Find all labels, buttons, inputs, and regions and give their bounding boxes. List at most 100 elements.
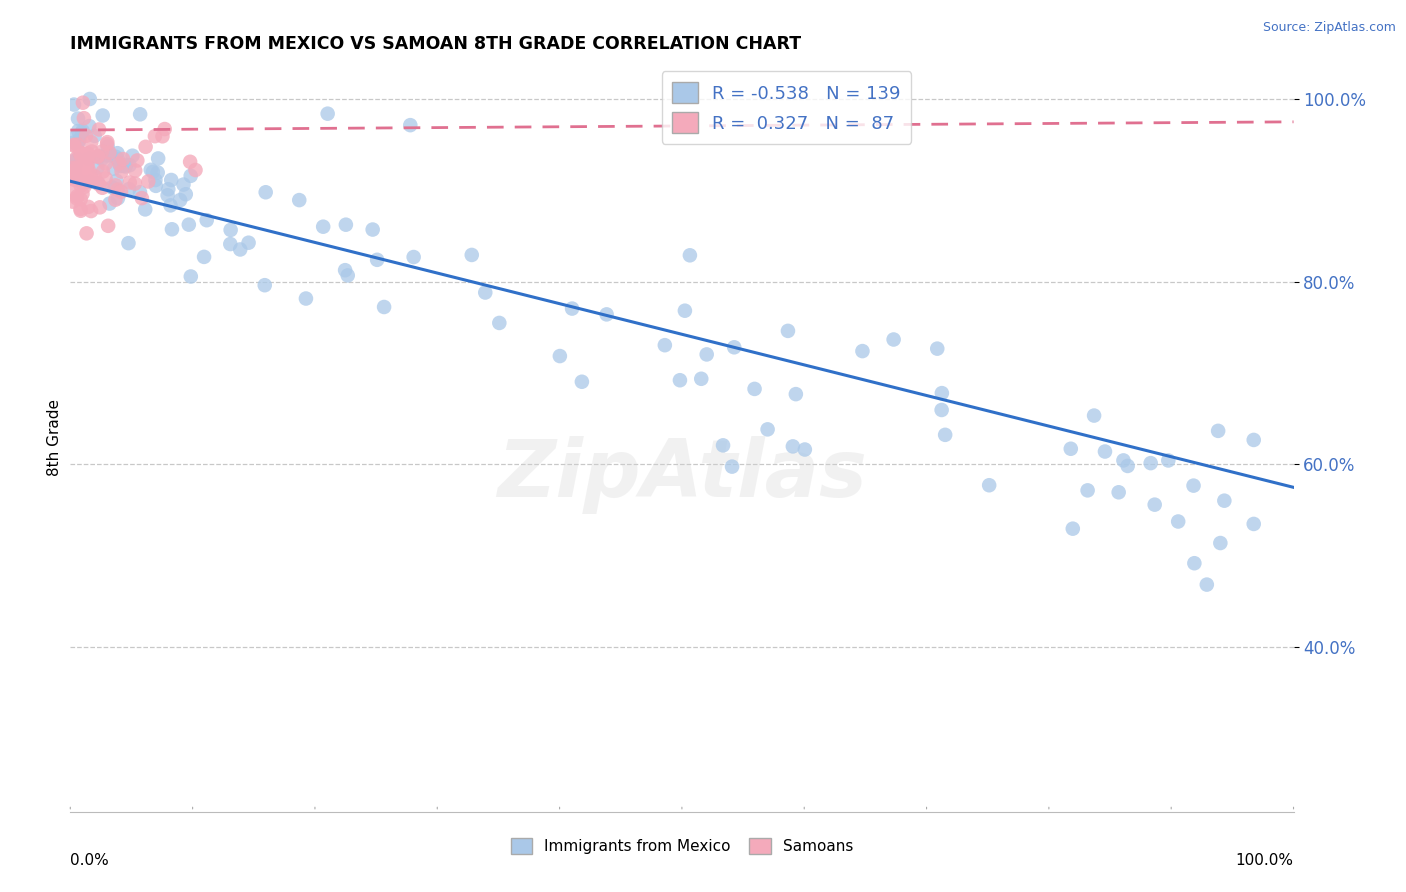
Point bbox=[180, 269, 202, 284]
Point bbox=[117, 236, 139, 251]
Point bbox=[142, 165, 165, 179]
Point bbox=[336, 268, 359, 283]
Point bbox=[157, 182, 180, 196]
Point bbox=[103, 161, 125, 176]
Point bbox=[1108, 485, 1130, 500]
Text: 0.0%: 0.0% bbox=[70, 853, 110, 868]
Point bbox=[288, 193, 311, 207]
Point bbox=[66, 152, 89, 166]
Point bbox=[114, 160, 136, 174]
Point bbox=[63, 162, 86, 177]
Point bbox=[96, 135, 118, 149]
Point bbox=[180, 169, 202, 183]
Point bbox=[79, 169, 101, 183]
Point bbox=[1143, 498, 1166, 512]
Point bbox=[134, 202, 156, 217]
Text: ZipAtlas: ZipAtlas bbox=[496, 435, 868, 514]
Point bbox=[66, 191, 89, 205]
Text: Source: ZipAtlas.com: Source: ZipAtlas.com bbox=[1263, 21, 1396, 34]
Point bbox=[101, 180, 124, 194]
Point bbox=[129, 185, 152, 199]
Point bbox=[124, 177, 146, 191]
Point bbox=[66, 189, 89, 203]
Point bbox=[776, 324, 799, 338]
Point bbox=[295, 292, 318, 306]
Point bbox=[121, 149, 143, 163]
Point bbox=[62, 164, 84, 178]
Point bbox=[135, 140, 157, 154]
Point bbox=[62, 161, 84, 175]
Point bbox=[107, 191, 129, 205]
Point bbox=[1243, 516, 1265, 531]
Point bbox=[76, 160, 98, 174]
Point bbox=[721, 459, 744, 474]
Point bbox=[723, 340, 745, 354]
Point bbox=[1083, 409, 1105, 423]
Point bbox=[63, 172, 86, 186]
Point bbox=[333, 263, 356, 277]
Point bbox=[67, 132, 90, 146]
Point bbox=[793, 442, 815, 457]
Point bbox=[66, 171, 89, 186]
Point bbox=[69, 178, 91, 193]
Point bbox=[94, 171, 117, 186]
Point bbox=[63, 154, 86, 169]
Point bbox=[76, 174, 98, 188]
Point bbox=[744, 382, 766, 396]
Point bbox=[146, 152, 169, 166]
Point bbox=[118, 182, 141, 196]
Point bbox=[77, 152, 100, 166]
Point bbox=[145, 173, 167, 187]
Point bbox=[883, 333, 905, 347]
Legend: Immigrants from Mexico, Samoans: Immigrants from Mexico, Samoans bbox=[505, 832, 859, 860]
Point bbox=[1060, 442, 1083, 456]
Point bbox=[184, 163, 207, 178]
Point bbox=[571, 375, 593, 389]
Point bbox=[87, 176, 110, 190]
Point bbox=[104, 193, 127, 207]
Point bbox=[711, 438, 734, 452]
Point bbox=[65, 161, 87, 176]
Point bbox=[69, 203, 91, 218]
Point bbox=[931, 403, 953, 417]
Point bbox=[75, 147, 97, 161]
Point bbox=[77, 163, 100, 178]
Point bbox=[69, 145, 91, 160]
Point bbox=[89, 200, 111, 214]
Point bbox=[1213, 493, 1236, 508]
Point bbox=[79, 92, 101, 106]
Point bbox=[75, 146, 97, 161]
Point bbox=[654, 338, 676, 352]
Point bbox=[153, 122, 176, 136]
Point bbox=[756, 422, 779, 436]
Point bbox=[91, 164, 114, 178]
Point bbox=[90, 145, 112, 159]
Point bbox=[82, 172, 104, 186]
Point bbox=[76, 173, 98, 187]
Point bbox=[673, 303, 696, 318]
Point bbox=[254, 186, 277, 200]
Point bbox=[152, 129, 174, 144]
Point bbox=[253, 278, 276, 293]
Point bbox=[1139, 456, 1161, 470]
Point bbox=[1206, 424, 1229, 438]
Point bbox=[75, 128, 97, 143]
Point bbox=[65, 169, 87, 183]
Point bbox=[361, 222, 384, 236]
Point bbox=[72, 165, 94, 179]
Point bbox=[219, 223, 242, 237]
Point bbox=[69, 202, 91, 216]
Point bbox=[63, 166, 86, 180]
Point bbox=[65, 151, 87, 165]
Point bbox=[67, 124, 90, 138]
Point bbox=[195, 213, 218, 227]
Point bbox=[72, 95, 94, 110]
Point bbox=[86, 161, 108, 175]
Point bbox=[62, 171, 84, 186]
Point bbox=[63, 166, 86, 180]
Point bbox=[979, 478, 1001, 492]
Point bbox=[1077, 483, 1099, 498]
Point bbox=[73, 111, 96, 125]
Point bbox=[312, 219, 335, 234]
Point bbox=[1209, 536, 1232, 550]
